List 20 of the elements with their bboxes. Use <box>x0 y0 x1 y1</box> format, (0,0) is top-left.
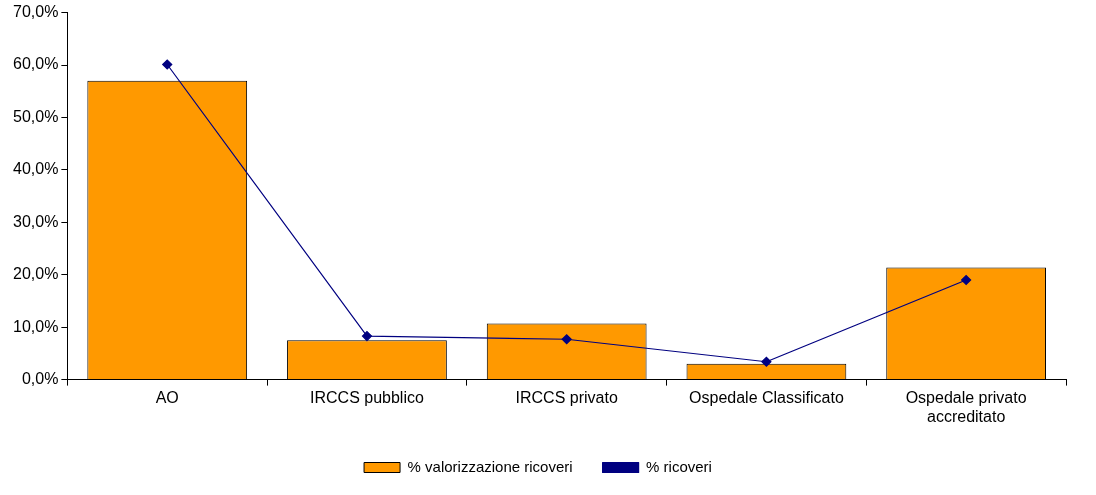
y-tick-label: 60,0% <box>12 55 59 73</box>
point <box>961 274 972 286</box>
point <box>361 330 373 342</box>
y-tick-label: 40,0% <box>12 160 59 178</box>
legend-label: % ricoveri <box>646 457 712 475</box>
y-tick-label: 70,0% <box>12 3 59 21</box>
point <box>561 334 572 345</box>
y-tick-label: 20,0% <box>12 265 59 283</box>
y-tick-label: 30,0% <box>12 212 59 230</box>
x-tick-label: IRCCS privato <box>515 388 618 406</box>
point <box>162 59 173 70</box>
y-tick-label: 10,0% <box>12 317 59 335</box>
point <box>761 356 772 367</box>
legend-label: % valorizzazione ricoveri <box>407 457 573 475</box>
y-tick-label: 50,0% <box>12 107 59 125</box>
y-tick-label: 0,0% <box>21 370 59 388</box>
x-tick-label: AO <box>155 388 179 406</box>
x-tick-label: IRCCS pubblico <box>310 388 424 406</box>
x-tick-label: Ospedale privato accreditato <box>905 388 1027 425</box>
x-tick-label: Ospedale Classificato <box>689 388 844 406</box>
